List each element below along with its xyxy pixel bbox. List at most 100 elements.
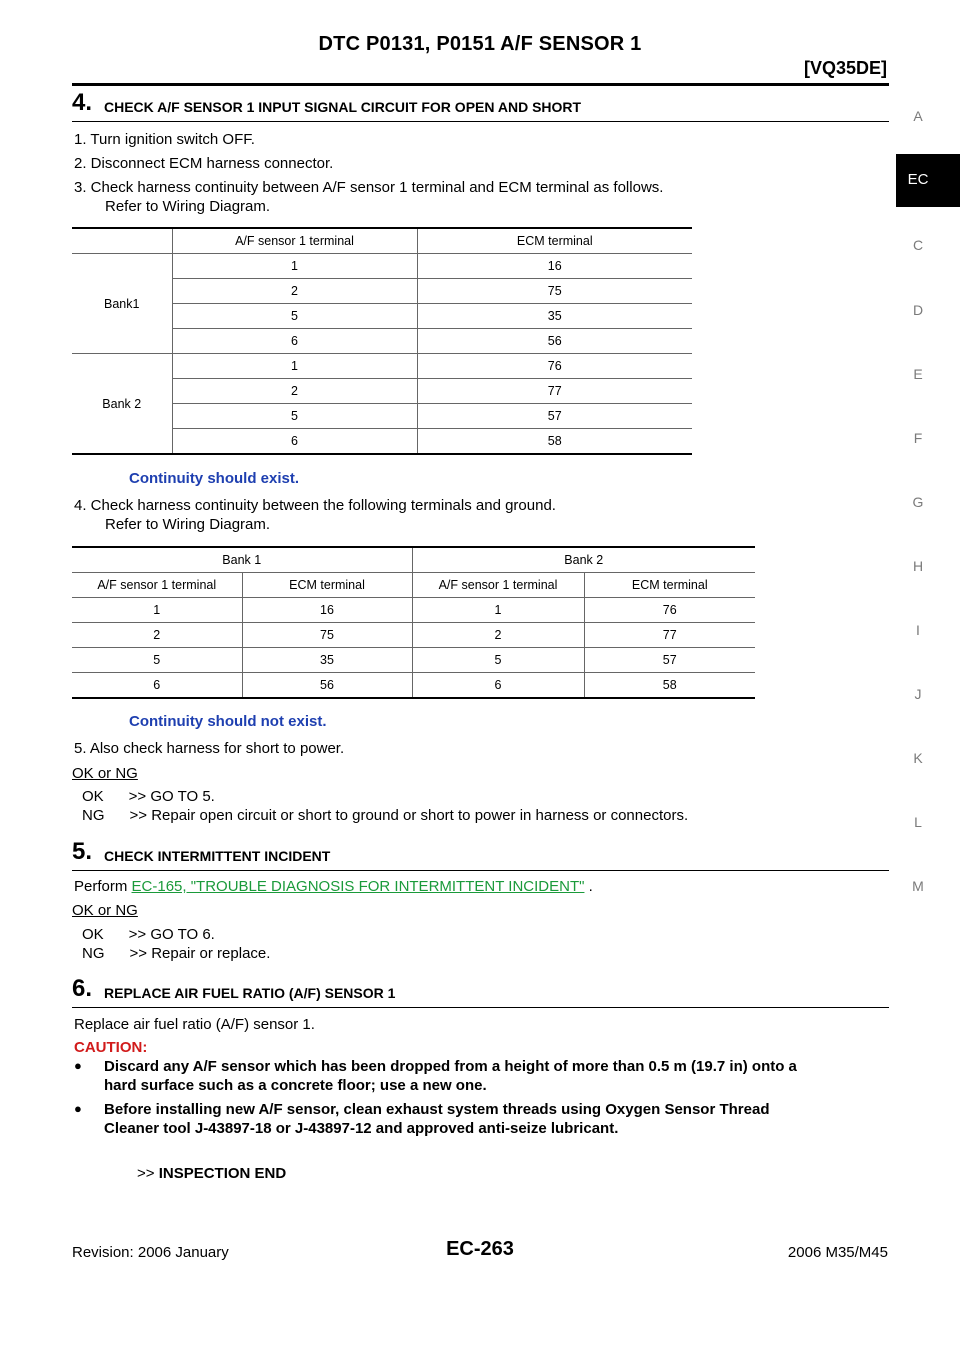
table-row: 5 57 xyxy=(72,403,692,429)
table-group-header-row: Bank 1 Bank 2 xyxy=(72,546,755,573)
inspection-end-line: >> INSPECTION END xyxy=(137,1165,286,1183)
side-index-i[interactable]: I xyxy=(916,622,920,638)
caution-label: CAUTION: xyxy=(74,1039,148,1056)
page-number: EC-263 xyxy=(446,1238,514,1260)
side-index-l[interactable]: L xyxy=(914,814,922,830)
table-cell: 1 xyxy=(171,253,417,279)
step-6-number: 6. xyxy=(72,975,93,1002)
step-4-item-5: 5. Also check harness for short to power… xyxy=(74,740,345,757)
table-row: 6 58 xyxy=(72,428,692,455)
step-5-number: 5. xyxy=(72,838,93,865)
table-row: 5 35 xyxy=(72,303,692,329)
table-cell: 6 xyxy=(171,328,417,354)
table-cell: 1 xyxy=(411,597,584,623)
intermittent-incident-link[interactable]: EC-165, "TROUBLE DIAGNOSIS FOR INTERMITT… xyxy=(131,878,585,895)
side-index-g[interactable]: G xyxy=(912,494,924,510)
bullet-icon: ● xyxy=(74,1058,82,1073)
table-header-row: A/F sensor 1 terminal ECM terminal xyxy=(72,227,692,254)
table-row: Bank1 1 16 xyxy=(72,253,692,354)
table-header: A/F sensor 1 terminal xyxy=(171,227,417,254)
table-group-header: Bank 2 xyxy=(411,546,755,573)
table-cell: 77 xyxy=(416,378,692,404)
step-4-number: 4. xyxy=(72,89,93,116)
table-cell: 6 xyxy=(171,428,417,455)
table-header-row: A/F sensor 1 terminal ECM terminal A/F s… xyxy=(72,572,755,598)
continuity-should-not-exist: Continuity should not exist. xyxy=(129,713,327,730)
side-index-h[interactable]: H xyxy=(912,558,924,574)
step-4-item-4: 4. Check harness continuity between the … xyxy=(74,497,556,514)
side-index-a[interactable]: A xyxy=(913,108,923,124)
table-cell: 57 xyxy=(416,403,692,429)
table-cell: 2 xyxy=(72,622,242,648)
table-cell: 5 xyxy=(411,647,584,673)
step-4-item-4-ref: Refer to Wiring Diagram. xyxy=(105,516,271,533)
table-cell: 56 xyxy=(241,672,412,699)
header-rule xyxy=(72,83,889,86)
step-5-heading: 5. CHECK INTERMITTENT INCIDENT xyxy=(72,838,889,871)
caution-item-1-line-2: hard surface such as a concrete floor; u… xyxy=(104,1077,487,1094)
step-4-item-2: 2. Disconnect ECM harness connector. xyxy=(74,155,334,172)
side-index-c[interactable]: C xyxy=(912,237,924,253)
model-label: 2006 M35/M45 xyxy=(787,1244,888,1261)
step-4-title: CHECK A/F SENSOR 1 INPUT SIGNAL CIRCUIT … xyxy=(104,99,582,115)
continuity-table-2: Bank 1 Bank 2 A/F sensor 1 terminal ECM … xyxy=(72,546,755,699)
step-4-heading: 4. CHECK A/F SENSOR 1 INPUT SIGNAL CIRCU… xyxy=(72,89,889,122)
side-index-active-tab[interactable] xyxy=(896,154,960,207)
side-index-f[interactable]: F xyxy=(913,430,923,446)
step-4-ng: NG >> Repair open circuit or short to gr… xyxy=(82,807,689,824)
table-cell: 58 xyxy=(583,672,755,699)
table-row: Bank 2 1 76 xyxy=(72,353,692,455)
table-row: 1 16 1 76 xyxy=(72,597,755,623)
table-cell: 77 xyxy=(583,622,755,648)
table-row: 6 56 xyxy=(72,328,692,354)
table-cell: 5 xyxy=(72,647,242,673)
bank-label: Bank1 xyxy=(72,253,172,354)
end-prefix: >> xyxy=(137,1165,155,1182)
side-index-d[interactable]: D xyxy=(912,302,924,318)
table-cell: 1 xyxy=(171,353,417,379)
caution-item-2-line-2: Cleaner tool J-43897-18 or J-43897-12 an… xyxy=(104,1120,619,1137)
table-cell: 1 xyxy=(72,597,242,623)
caution-item-2-line-1: Before installing new A/F sensor, clean … xyxy=(104,1101,770,1118)
ok-or-ng-label: OK or NG xyxy=(72,902,138,919)
table-group-header: Bank 1 xyxy=(72,546,412,573)
engine-code: [VQ35DE] xyxy=(803,58,887,78)
bullet-icon: ● xyxy=(74,1101,82,1116)
table-cell: 35 xyxy=(416,303,692,329)
step-4-item-1: 1. Turn ignition switch OFF. xyxy=(74,131,255,148)
table-header: A/F sensor 1 terminal xyxy=(72,572,242,598)
table-cell: 75 xyxy=(241,622,412,648)
side-index-j[interactable]: J xyxy=(914,686,922,702)
table-cell: 58 xyxy=(416,428,692,455)
table-row: 2 77 xyxy=(72,378,692,404)
table-header: ECM terminal xyxy=(416,227,692,254)
step-5-title: CHECK INTERMITTENT INCIDENT xyxy=(104,848,331,864)
side-index-e[interactable]: E xyxy=(913,366,923,382)
table-cell: 16 xyxy=(416,253,692,279)
side-index-ec[interactable]: EC xyxy=(907,171,929,188)
step-5-ok: OK >> GO TO 6. xyxy=(82,926,215,943)
table-cell: 2 xyxy=(171,278,417,304)
page-title: DTC P0131, P0151 A/F SENSOR 1 xyxy=(318,33,642,55)
table-cell: 76 xyxy=(416,353,692,379)
perform-label: Perform xyxy=(74,878,128,895)
table-row: 6 56 6 58 xyxy=(72,672,755,699)
step-4-item-3-ref: Refer to Wiring Diagram. xyxy=(105,198,271,215)
bank-label: Bank 2 xyxy=(72,353,172,455)
table-header: ECM terminal xyxy=(583,572,755,598)
table-cell: 6 xyxy=(72,672,242,699)
table-cell: 57 xyxy=(583,647,755,673)
ok-or-ng-label: OK or NG xyxy=(72,765,138,782)
table-cell: 76 xyxy=(583,597,755,623)
step-6-heading: 6. REPLACE AIR FUEL RATIO (A/F) SENSOR 1 xyxy=(72,975,889,1008)
step-5-ng: NG >> Repair or replace. xyxy=(82,945,271,962)
step-6-text: Replace air fuel ratio (A/F) sensor 1. xyxy=(74,1016,315,1033)
continuity-table-1: A/F sensor 1 terminal ECM terminal Bank1… xyxy=(72,227,692,455)
inspection-end: INSPECTION END xyxy=(158,1165,287,1182)
table-cell: 2 xyxy=(171,378,417,404)
table-row: 2 75 xyxy=(72,278,692,304)
perform-suffix: . xyxy=(584,878,593,895)
side-index-k[interactable]: K xyxy=(913,750,923,766)
side-index-m[interactable]: M xyxy=(912,878,924,894)
table-corner-cell xyxy=(72,227,172,254)
